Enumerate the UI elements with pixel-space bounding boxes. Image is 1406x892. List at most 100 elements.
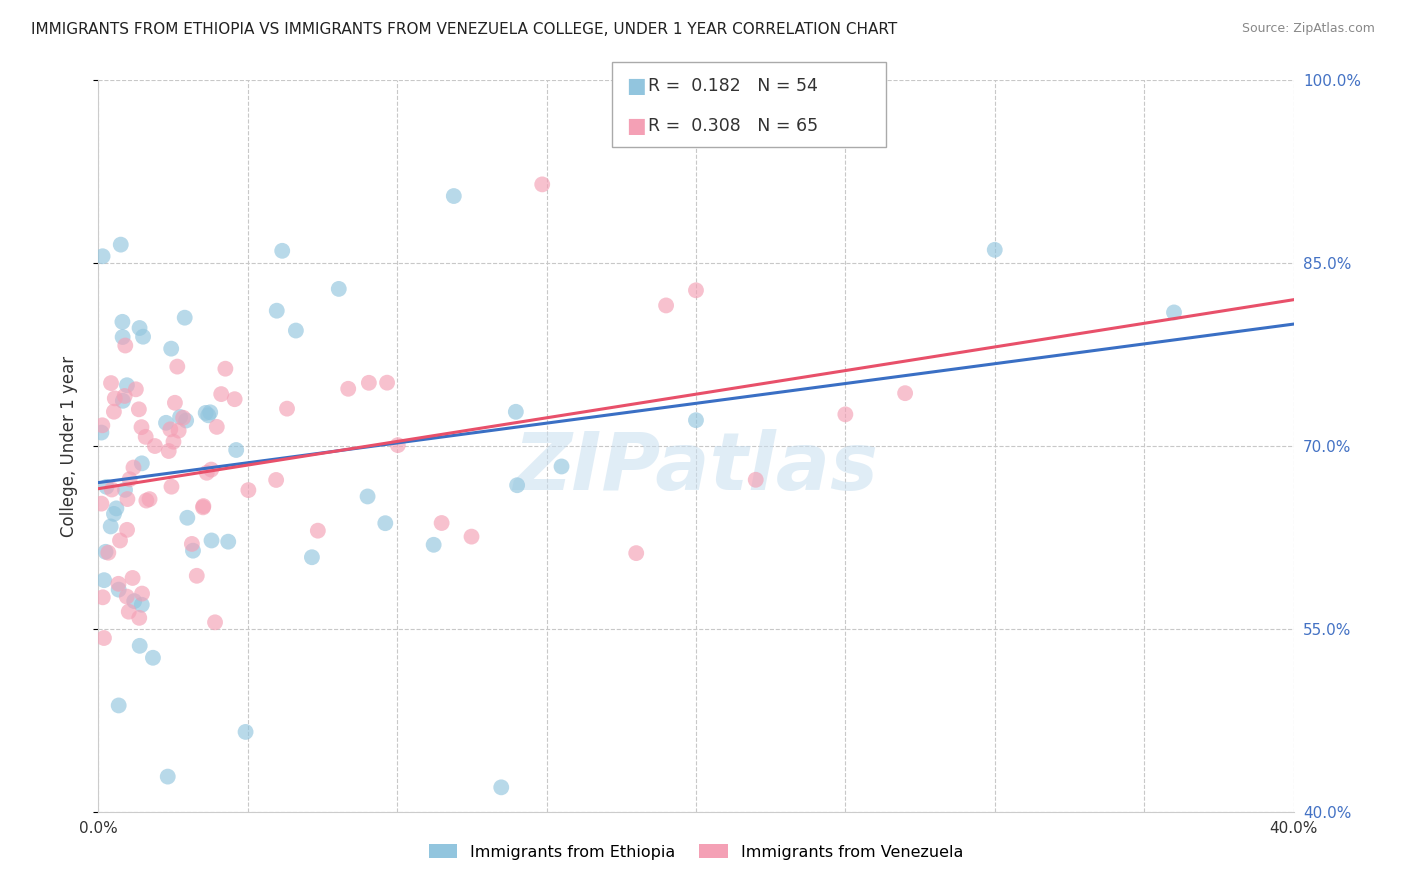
Text: ZIPatlas: ZIPatlas bbox=[513, 429, 879, 507]
Point bbox=[276, 401, 298, 416]
Point bbox=[337, 382, 360, 396]
Point bbox=[100, 519, 122, 533]
Point bbox=[200, 405, 222, 419]
Point bbox=[172, 410, 194, 425]
Point bbox=[224, 392, 246, 407]
Text: Source: ZipAtlas.com: Source: ZipAtlas.com bbox=[1241, 22, 1375, 36]
Point bbox=[115, 523, 138, 537]
Point bbox=[118, 472, 141, 486]
Point bbox=[284, 324, 307, 338]
Point bbox=[103, 405, 125, 419]
Point bbox=[111, 315, 134, 329]
Point bbox=[387, 438, 409, 452]
Point bbox=[122, 460, 145, 475]
Point bbox=[128, 611, 150, 625]
Point bbox=[745, 473, 768, 487]
Point bbox=[200, 533, 222, 548]
Y-axis label: College, Under 1 year: College, Under 1 year bbox=[59, 355, 77, 537]
Point bbox=[121, 571, 143, 585]
Point bbox=[131, 456, 153, 470]
Text: IMMIGRANTS FROM ETHIOPIA VS IMMIGRANTS FROM VENEZUELA COLLEGE, UNDER 1 YEAR CORR: IMMIGRANTS FROM ETHIOPIA VS IMMIGRANTS F… bbox=[31, 22, 897, 37]
Point bbox=[197, 409, 219, 423]
Point bbox=[100, 483, 122, 497]
Point bbox=[200, 462, 222, 476]
Point bbox=[160, 480, 183, 494]
Point bbox=[531, 178, 554, 192]
Point bbox=[132, 329, 155, 343]
Text: ■: ■ bbox=[626, 116, 645, 136]
Point bbox=[266, 303, 288, 318]
Point bbox=[108, 533, 131, 548]
Point bbox=[204, 615, 226, 630]
Point bbox=[105, 501, 128, 516]
Point bbox=[460, 530, 482, 544]
Point bbox=[93, 631, 115, 645]
Point bbox=[115, 378, 138, 392]
Point bbox=[307, 524, 329, 538]
Point bbox=[167, 424, 190, 438]
Point bbox=[235, 725, 257, 739]
Point bbox=[114, 338, 136, 352]
Point bbox=[180, 537, 202, 551]
Point bbox=[138, 492, 160, 507]
Point bbox=[173, 310, 195, 325]
Point bbox=[135, 430, 157, 444]
Point bbox=[122, 594, 145, 608]
Point bbox=[91, 418, 114, 433]
Point bbox=[506, 478, 529, 492]
Point bbox=[443, 189, 465, 203]
Point bbox=[685, 413, 707, 427]
Point bbox=[225, 442, 247, 457]
Point bbox=[162, 434, 184, 449]
Point bbox=[160, 342, 183, 356]
Point bbox=[93, 573, 115, 587]
Point bbox=[374, 516, 396, 531]
Point bbox=[155, 416, 177, 430]
Point bbox=[117, 491, 139, 506]
Point bbox=[181, 543, 204, 558]
Point bbox=[174, 413, 197, 427]
Point bbox=[131, 420, 153, 434]
Point bbox=[271, 244, 294, 258]
Point bbox=[114, 483, 136, 497]
Point bbox=[114, 389, 136, 403]
Text: ■: ■ bbox=[626, 76, 645, 96]
Point bbox=[626, 546, 648, 560]
Point bbox=[194, 406, 217, 420]
Point bbox=[422, 538, 444, 552]
Point bbox=[1163, 305, 1185, 319]
Point bbox=[157, 444, 180, 458]
Point bbox=[505, 405, 527, 419]
Point bbox=[143, 439, 166, 453]
Point bbox=[115, 590, 138, 604]
Point bbox=[107, 582, 129, 597]
Point bbox=[107, 576, 129, 591]
Point bbox=[550, 459, 572, 474]
Point bbox=[142, 650, 165, 665]
Point bbox=[356, 490, 378, 504]
Point bbox=[156, 770, 179, 784]
Point bbox=[186, 568, 208, 582]
Point bbox=[100, 376, 122, 390]
Point bbox=[91, 249, 114, 263]
Point bbox=[131, 598, 153, 612]
Point bbox=[128, 402, 150, 417]
Point bbox=[96, 480, 118, 494]
Point bbox=[209, 387, 232, 401]
Point bbox=[159, 422, 181, 436]
Point bbox=[107, 698, 129, 713]
Text: R =  0.182   N = 54: R = 0.182 N = 54 bbox=[648, 78, 818, 95]
Point bbox=[128, 321, 150, 335]
Point bbox=[214, 361, 236, 376]
Point bbox=[169, 409, 191, 424]
Point bbox=[97, 546, 120, 560]
Point bbox=[125, 382, 148, 396]
Point bbox=[94, 545, 117, 559]
Point bbox=[238, 483, 260, 497]
Point bbox=[128, 639, 150, 653]
Point bbox=[91, 591, 114, 605]
Point bbox=[193, 499, 215, 513]
Point bbox=[655, 298, 678, 312]
Point bbox=[834, 408, 856, 422]
Point bbox=[430, 516, 453, 530]
